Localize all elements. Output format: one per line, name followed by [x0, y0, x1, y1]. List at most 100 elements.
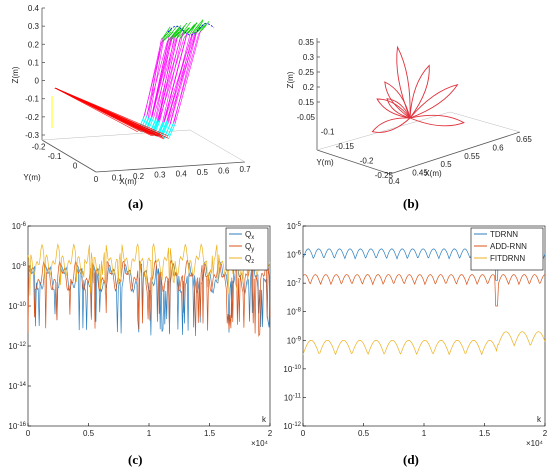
- x-tick-label: 0.6: [492, 143, 504, 152]
- petal: [371, 117, 411, 133]
- panel-label-b: (b): [403, 196, 419, 211]
- link-4: [171, 27, 181, 38]
- x-tick-label: 0: [301, 429, 306, 438]
- link-2: [167, 121, 175, 137]
- z-tick-label: 0.2: [28, 40, 40, 49]
- link-4: [189, 22, 198, 34]
- link-4: [177, 22, 188, 35]
- link-3: [151, 40, 171, 118]
- x-tick-label: 0: [26, 429, 31, 438]
- y-axis-label: Y(m): [23, 173, 41, 182]
- x-tick-label: 0.5: [440, 160, 452, 169]
- link-2: [168, 124, 176, 139]
- y-tick-label: -0.2: [32, 143, 46, 152]
- x-tick-label: 1: [147, 429, 152, 438]
- chart-c-svg: 10-6 10-8 10-10 10-12 10-14 10-160 0.5 1 1.5 2k ×1…: [8, 222, 273, 448]
- link-4: [168, 25, 178, 38]
- link-3: [169, 34, 196, 125]
- manipulator-trajectories: [51, 19, 215, 140]
- x-axis-label: k: [262, 415, 267, 424]
- petal: [386, 98, 411, 119]
- chart-a-svg: -0.3-0.2-0.100.10.20.30.4Z(m)-0.2-0.10Y(…: [11, 4, 251, 186]
- z-tick-label: 0: [35, 77, 40, 86]
- panel-b-3d-plot: 0.15 0.2 0.25 0.3 0.35 Z(m) -0.05 -0.1 -0.15 -0.2…: [275, 0, 550, 195]
- y-tick-label: 10-10: [8, 302, 26, 311]
- x-multiplier-label: ×10⁴: [251, 439, 269, 448]
- z-tick-label: 0.15: [298, 98, 314, 107]
- link-3: [146, 41, 168, 117]
- x-axis-line: [389, 131, 521, 175]
- link-3: [166, 32, 193, 121]
- z-tick-label: -0.3: [25, 131, 39, 140]
- x-tick-label: 0.5: [358, 429, 370, 438]
- grid-line: [449, 111, 521, 133]
- x-tick-label: 0.4: [176, 169, 188, 178]
- link-3: [169, 31, 194, 126]
- panel-d-log-plot: 10-5 10-6 10-7 10-8 10-9 10-10 10-11 10-12 0 0.5 1…: [275, 220, 550, 450]
- link-3: [147, 39, 162, 119]
- x-axis-line: [95, 161, 246, 173]
- x-tick-label: 0.3: [154, 171, 166, 180]
- x-tick-label: 1.5: [204, 429, 216, 438]
- link-4: [172, 25, 182, 35]
- panel-label-c: (c): [128, 452, 143, 467]
- z-tick-label: -0.1: [25, 95, 39, 104]
- y-axis-line: [316, 149, 391, 175]
- z-tick-label: 0.35: [298, 38, 314, 47]
- z-tick-label: 0.4: [28, 4, 40, 13]
- x-tick-label: 2: [543, 429, 548, 438]
- y-axis-line: [41, 139, 97, 173]
- y-tick-label: 10-12: [283, 422, 301, 431]
- legend-entry: FITDRNN: [490, 254, 525, 263]
- legend-entry: ADD-RNN: [490, 242, 527, 251]
- z-tick-label: 0.3: [303, 53, 315, 62]
- link-3: [157, 34, 179, 122]
- y-tick-label: 10-9: [287, 336, 302, 345]
- link-2: [161, 121, 169, 136]
- link-3: [149, 37, 165, 116]
- link-3: [159, 37, 185, 120]
- z-tick-label: 0.3: [28, 22, 40, 31]
- link-3: [173, 32, 197, 122]
- z-tick-label: -0.2: [25, 113, 39, 122]
- x-tick-label: 2: [268, 429, 273, 438]
- z-tick-label: 0.25: [298, 68, 314, 77]
- x-axis-label: X(m): [119, 177, 137, 186]
- x-tick-label: 0.65: [516, 135, 532, 144]
- legend: [225, 227, 269, 271]
- y-tick-label: 10-8: [287, 308, 302, 317]
- legend-entry: Qz: [245, 254, 254, 265]
- legend-entry: Qx: [245, 230, 254, 241]
- x-tick-label: 0.5: [197, 168, 209, 177]
- y-tick-label: -0.05: [297, 113, 316, 122]
- link-4: [179, 27, 189, 38]
- link-3: [163, 33, 188, 123]
- petal: [396, 45, 411, 119]
- x-tick-label: 1.5: [479, 429, 491, 438]
- x-tick-label: 0.55: [464, 152, 480, 161]
- grid-line: [189, 129, 246, 163]
- x-tick-label: 0.1: [112, 174, 124, 183]
- petal: [409, 83, 459, 119]
- y-tick-label: 10-10: [283, 365, 301, 374]
- flower-trajectory: [371, 45, 465, 133]
- panel-c-log-plot: 10-6 10-8 10-10 10-12 10-14 10-16 0 0.5 1 1.5 2 k ×1…: [0, 220, 275, 450]
- series-line-2: [302, 331, 546, 356]
- y-tick-label: 10-8: [12, 262, 27, 271]
- y-tick-label: -0.1: [321, 128, 335, 137]
- z-axis-label: Z(m): [286, 71, 295, 88]
- link-2: [163, 124, 171, 139]
- series-line-1: [302, 274, 546, 307]
- x-tick-label: 0.45: [412, 169, 428, 178]
- link-3: [162, 32, 184, 123]
- link-2: [161, 122, 169, 137]
- panel-a-3d-plot: -0.3 -0.2 -0.1 0 0.1 0.2 0.3 0.4 Z(m) -0.2 -0.1 0 Y(…: [0, 0, 275, 195]
- link-4: [186, 24, 195, 34]
- y-tick-label: 10-16: [8, 422, 26, 431]
- link-4: [193, 19, 204, 32]
- y-tick-label: 10-14: [8, 382, 26, 391]
- link-3: [166, 34, 195, 122]
- end-effector-path: [167, 23, 215, 36]
- petal: [409, 64, 430, 119]
- legend: [470, 227, 544, 271]
